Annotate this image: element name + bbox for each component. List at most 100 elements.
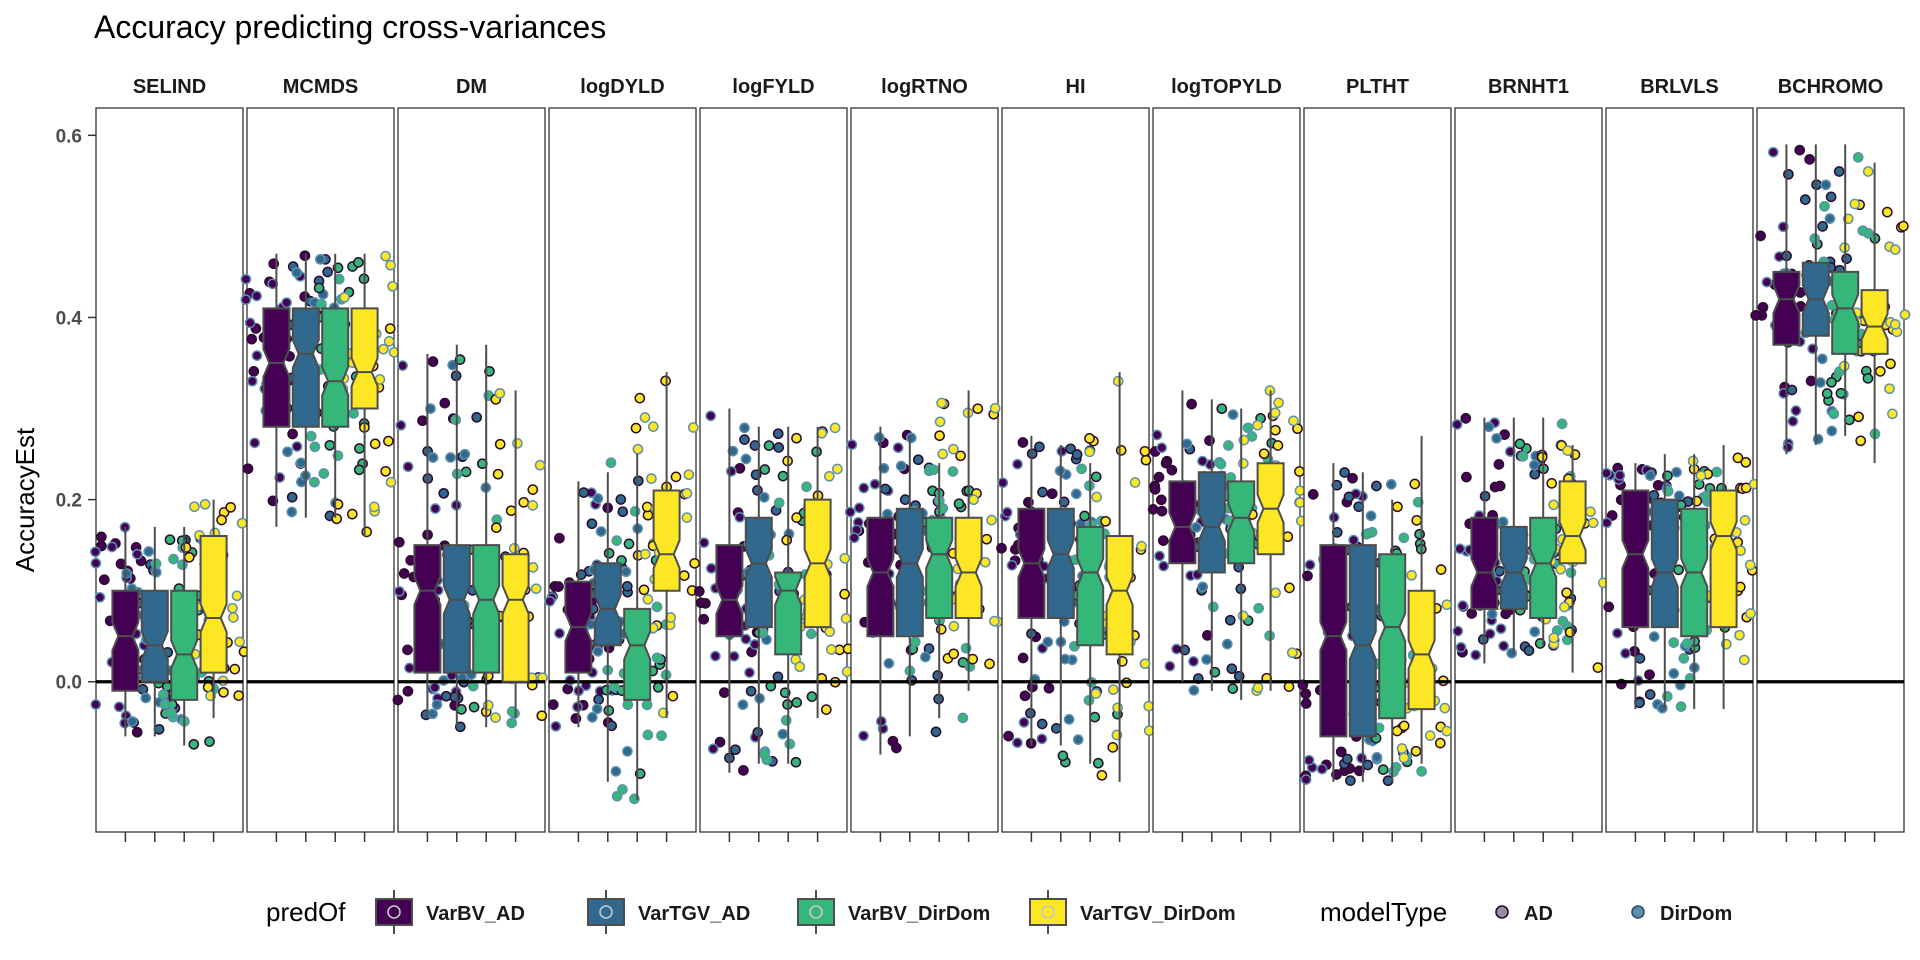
boxplot-VarTGV_DirDom <box>501 390 530 719</box>
data-point <box>1414 528 1425 540</box>
data-point <box>707 743 719 755</box>
legend-item-VarTGV_AD: VarTGV_AD <box>587 890 750 934</box>
data-point <box>1410 745 1422 757</box>
data-point <box>1820 179 1832 191</box>
data-point <box>225 501 237 513</box>
data-point <box>805 628 817 640</box>
boxplot-VarBV_AD <box>866 426 895 755</box>
data-point <box>820 704 832 715</box>
data-point <box>1356 752 1367 764</box>
data-point <box>1089 711 1101 723</box>
data-point <box>242 463 254 475</box>
data-point <box>1050 723 1062 734</box>
data-point <box>1294 466 1305 477</box>
data-point <box>291 441 303 452</box>
data-point <box>240 294 252 306</box>
data-point <box>267 495 279 507</box>
data-point <box>126 716 138 727</box>
data-point <box>1495 623 1507 635</box>
data-point <box>1147 504 1159 515</box>
data-point <box>1739 515 1751 526</box>
data-point <box>1529 459 1540 471</box>
data-point <box>629 506 641 517</box>
boxplot-VarTGV_AD <box>291 253 320 518</box>
box-body <box>291 307 320 428</box>
facet-BRNHT1: BRNHT1 <box>1451 76 1609 842</box>
data-point <box>1107 742 1119 753</box>
data-point <box>490 712 501 723</box>
data-point <box>281 297 292 308</box>
data-point <box>249 437 261 449</box>
boxplot-VarTGV_AD <box>140 526 169 737</box>
data-point <box>1804 154 1815 165</box>
data-point <box>339 291 350 303</box>
box-body <box>744 516 773 629</box>
data-point <box>1186 398 1197 410</box>
data-point <box>693 586 705 597</box>
data-point <box>1091 491 1103 503</box>
data-point <box>490 522 502 534</box>
data-point <box>236 517 248 529</box>
data-point <box>832 463 843 475</box>
data-point <box>1787 415 1799 427</box>
data-point <box>947 466 959 477</box>
data-point <box>388 346 400 358</box>
data-point <box>164 534 176 546</box>
data-point <box>622 699 634 711</box>
y-axis: 0.0 0.2 0.4 0.6 <box>56 126 96 694</box>
data-point <box>1695 470 1707 482</box>
box-body <box>1650 498 1679 629</box>
boxplot-VarTGV_AD <box>1197 399 1226 691</box>
data-point <box>705 410 717 422</box>
data-point <box>935 624 947 635</box>
data-point <box>1898 220 1909 232</box>
data-point <box>1899 309 1911 321</box>
box-body <box>623 607 652 701</box>
data-point <box>1738 654 1750 666</box>
data-point <box>620 566 632 578</box>
data-point <box>1307 489 1319 500</box>
data-point <box>417 415 428 427</box>
data-point <box>251 350 263 361</box>
data-point <box>790 756 802 768</box>
data-point <box>763 440 775 451</box>
data-point <box>248 366 260 377</box>
data-point <box>1057 750 1069 762</box>
data-point <box>1855 435 1867 447</box>
box-body <box>1499 525 1528 610</box>
data-point <box>429 682 441 693</box>
data-point <box>1498 640 1509 652</box>
data-point <box>989 402 1001 414</box>
data-point <box>530 583 542 595</box>
y-tick-label: 0.2 <box>56 491 82 512</box>
data-point <box>839 588 850 600</box>
data-point <box>1331 479 1343 491</box>
boxplot-VarTGV_DirDom <box>1709 444 1738 710</box>
box-body <box>442 544 471 674</box>
boxplot-VarBV_DirDom <box>1378 499 1407 782</box>
box-body <box>715 544 744 638</box>
data-point <box>482 699 494 711</box>
data-point <box>1153 471 1165 483</box>
data-point <box>1398 752 1410 764</box>
data-point <box>1223 440 1234 451</box>
facet-MCMDS: MCMDS <box>240 76 400 842</box>
data-point <box>1819 200 1830 212</box>
boxplot-VarTGV_DirDom <box>652 372 681 719</box>
data-point <box>1385 479 1397 490</box>
data-point <box>1139 658 1151 670</box>
data-point <box>1761 276 1773 288</box>
data-point <box>928 464 940 476</box>
data-point <box>199 498 211 510</box>
data-point <box>1497 516 1509 528</box>
boxplot-VarTGV_AD <box>1801 144 1830 445</box>
data-point <box>1634 653 1646 664</box>
data-point <box>1207 601 1219 613</box>
data-point <box>806 691 818 702</box>
data-point <box>1156 505 1168 517</box>
data-point <box>460 466 472 478</box>
data-point <box>1347 472 1358 484</box>
data-point <box>1884 383 1895 395</box>
data-point <box>738 765 749 776</box>
